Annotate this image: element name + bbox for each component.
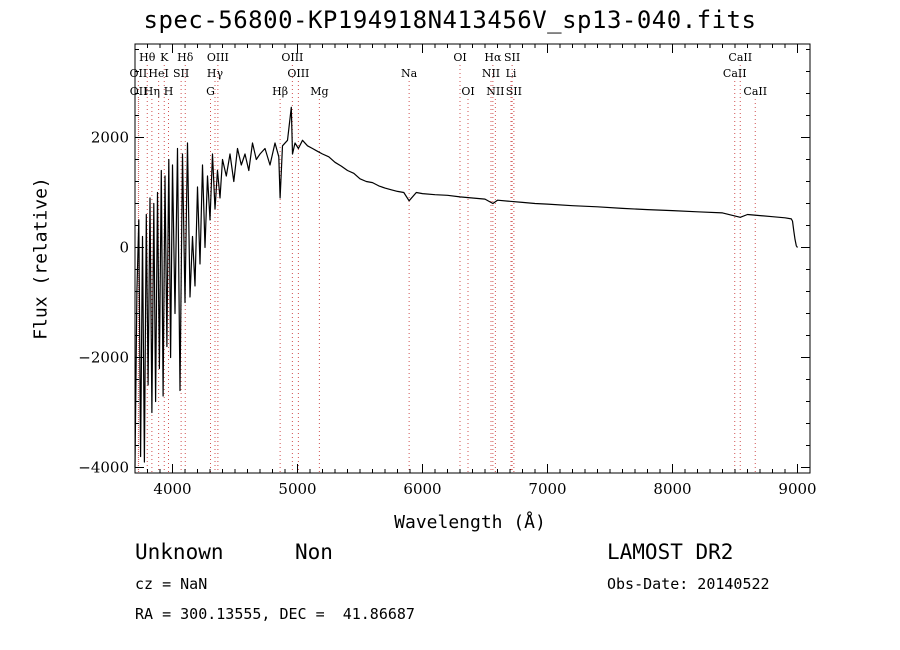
spectral-line-label: Hδ [177, 51, 194, 64]
y-axis-label: Flux (relative) [30, 177, 52, 340]
spectral-line-label: K [160, 51, 169, 64]
spectral-line-label: NII [482, 67, 500, 80]
spectral-subclass: Non [295, 540, 333, 564]
spectral-line-label: Hη [144, 85, 160, 98]
spectral-line-label: OIII [207, 51, 229, 64]
spectral-line-label: SII [504, 51, 520, 64]
spectral-line-label: CaII [728, 51, 752, 64]
observation-date: Obs-Date: 20140522 [607, 575, 770, 593]
spectral-line-label: Li [506, 67, 517, 80]
y-tick-label: −4000 [78, 459, 129, 477]
spectral-line-label: OI [461, 85, 474, 98]
x-tick-label: 5000 [278, 480, 316, 498]
survey-name: LAMOST DR2 [607, 540, 734, 564]
spectral-line-label: Hγ [207, 67, 224, 80]
spectral-line-label: G [206, 85, 215, 98]
spectral-line-label: SII [506, 85, 522, 98]
plot-frame [134, 43, 811, 474]
y-tick-label: 2000 [91, 129, 129, 147]
x-tick-label: 9000 [778, 480, 816, 498]
ra-dec-coordinates: RA = 300.13555, DEC = 41.86687 [135, 605, 415, 623]
spectral-line-label: Mg [310, 85, 328, 98]
spectral-line-label: NII [486, 85, 504, 98]
spectral-line-label: OII [130, 85, 148, 98]
spectral-line-label: CaII [723, 67, 747, 80]
spectral-line-label: Hβ [272, 85, 288, 98]
spectral-line-label: Hα [484, 51, 502, 64]
x-tick-label: 8000 [653, 480, 691, 498]
spectral-line-label: Hθ [139, 51, 156, 64]
y-tick-label: 0 [119, 239, 129, 257]
chart-title: spec-56800-KP194918N413456V_sp13-040.fit… [143, 6, 757, 34]
spectral-line-label: SII [173, 67, 189, 80]
spectral-line-label: Na [401, 67, 418, 80]
x-tick-label: 6000 [403, 480, 441, 498]
spectral-line-label: HeI [148, 67, 168, 80]
spectral-line-label: CaII [743, 85, 767, 98]
spectral-line-label: OI [453, 51, 466, 64]
spectral-line-label: OIII [287, 67, 309, 80]
x-tick-label: 4000 [153, 480, 191, 498]
spectral-line-label: H [164, 85, 174, 98]
spectral-line-label: OIII [281, 51, 303, 64]
redshift-cz: cz = NaN [135, 575, 208, 593]
y-tick-label: −2000 [78, 349, 129, 367]
spectral-class: Unknown [135, 540, 224, 564]
spectrum-line [134, 106, 798, 468]
spectral-line-label: OII [130, 67, 148, 80]
x-tick-label: 7000 [528, 480, 566, 498]
x-axis-label: Wavelength (Å) [394, 512, 546, 533]
